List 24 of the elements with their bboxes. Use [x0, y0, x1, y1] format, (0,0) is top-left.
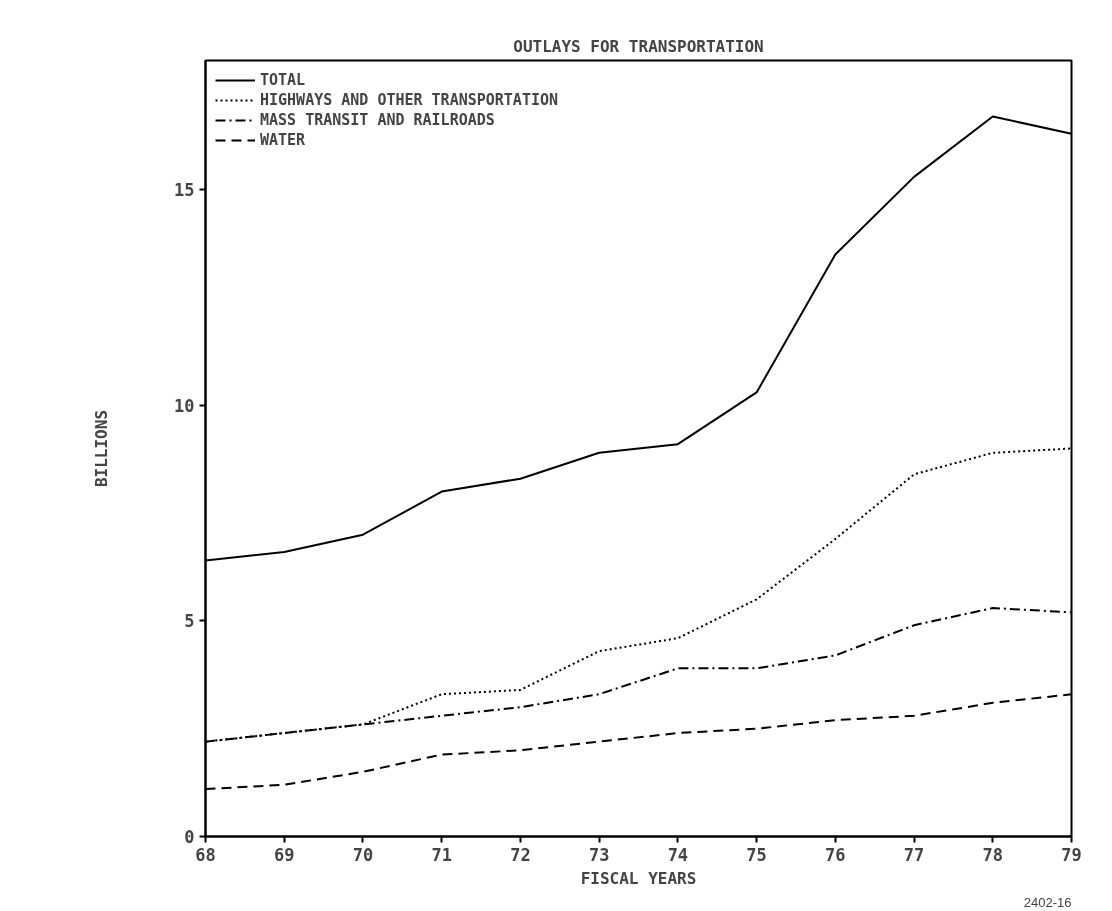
y-tick-label: 10 — [174, 395, 195, 416]
x-tick-label: 73 — [588, 844, 610, 865]
x-tick-label: 76 — [825, 844, 846, 865]
x-tick-label: 69 — [273, 844, 295, 865]
x-tick-label: 72 — [510, 844, 531, 865]
x-axis-title: FISCAL YEARS — [580, 868, 697, 888]
x-tick-label: 68 — [195, 844, 216, 865]
x-tick-label: 77 — [903, 844, 925, 865]
x-tick-label: 71 — [431, 844, 452, 865]
y-tick-label: 0 — [184, 827, 195, 847]
legend-label: WATER — [260, 131, 306, 149]
legend-label: TOTAL — [260, 71, 306, 89]
chart-title: OUTLAYS FOR TRANSPORTATION — [513, 36, 764, 56]
x-tick-label: 70 — [352, 844, 374, 865]
x-tick-label: 79 — [1061, 844, 1082, 865]
x-tick-label: 75 — [746, 844, 767, 865]
legend-label: MASS TRANSIT AND RAILROADS — [260, 111, 495, 129]
y-tick-label: 5 — [184, 611, 195, 632]
text: 2402-16 — [1023, 894, 1072, 910]
y-tick-label: 15 — [174, 180, 195, 201]
x-tick-label: 78 — [982, 844, 1004, 865]
x-tick-label: 74 — [667, 844, 689, 865]
y-axis-title: BILLIONS — [92, 409, 112, 488]
legend-label: HIGHWAYS AND OTHER TRANSPORTATION — [260, 91, 559, 109]
